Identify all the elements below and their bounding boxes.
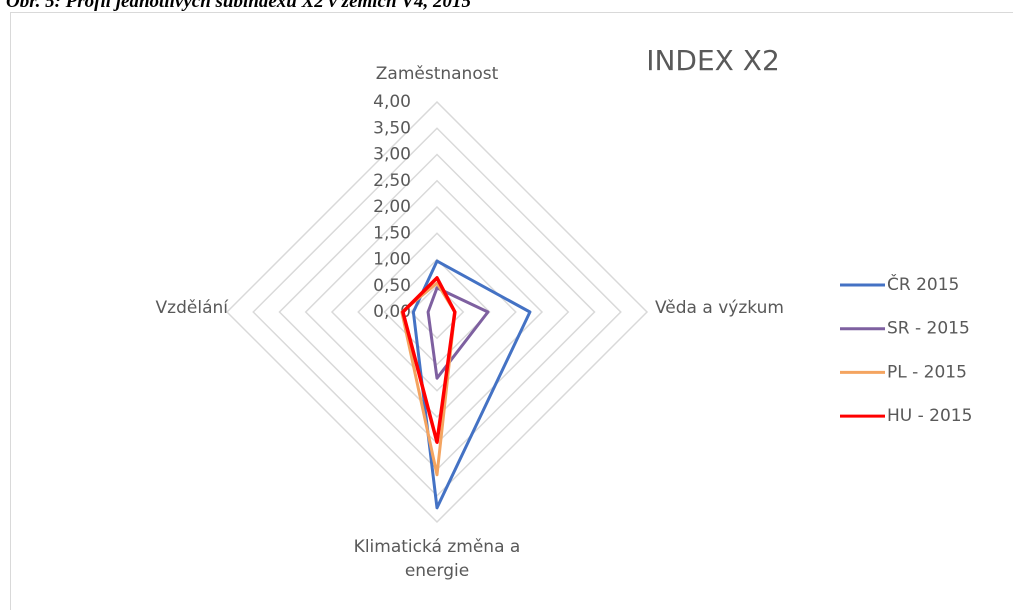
series-line (401, 276, 457, 444)
grid-ring (330, 205, 544, 419)
grid-ring (278, 153, 596, 471)
series-line (426, 286, 490, 380)
y-tick-label: 2,50 (373, 171, 411, 191)
y-tick-label: 1,00 (373, 250, 411, 270)
y-tick-label: 3,00 (373, 145, 411, 165)
category-label: Vzdělání (155, 298, 228, 318)
legend-label: SR - 2015 (887, 319, 970, 339)
y-tick-label: 1,50 (373, 223, 411, 243)
grid-ring (225, 100, 649, 524)
legend-label: HU - 2015 (887, 406, 972, 426)
legend-label: PL - 2015 (887, 362, 967, 382)
chart-title: INDEX X2 (646, 44, 780, 77)
y-tick-label: 0,50 (373, 276, 411, 296)
category-label: Klimatická změna a energie (353, 537, 521, 581)
y-tick-label: 3,50 (373, 118, 411, 138)
grid-ring (409, 284, 465, 340)
y-tick-label: 4,00 (373, 92, 411, 112)
legend-label: ČR 2015 (887, 273, 959, 295)
category-label: Věda a výzkum (655, 298, 784, 318)
grid-ring (357, 232, 517, 392)
category-label: Zaměstnanost (375, 64, 499, 84)
caption: Obr. 5: Profil jednotlivých subindexů X2… (6, 0, 471, 12)
y-tick-label: 2,00 (373, 197, 411, 217)
chart-frame (10, 12, 1013, 610)
grid-ring (383, 258, 491, 366)
